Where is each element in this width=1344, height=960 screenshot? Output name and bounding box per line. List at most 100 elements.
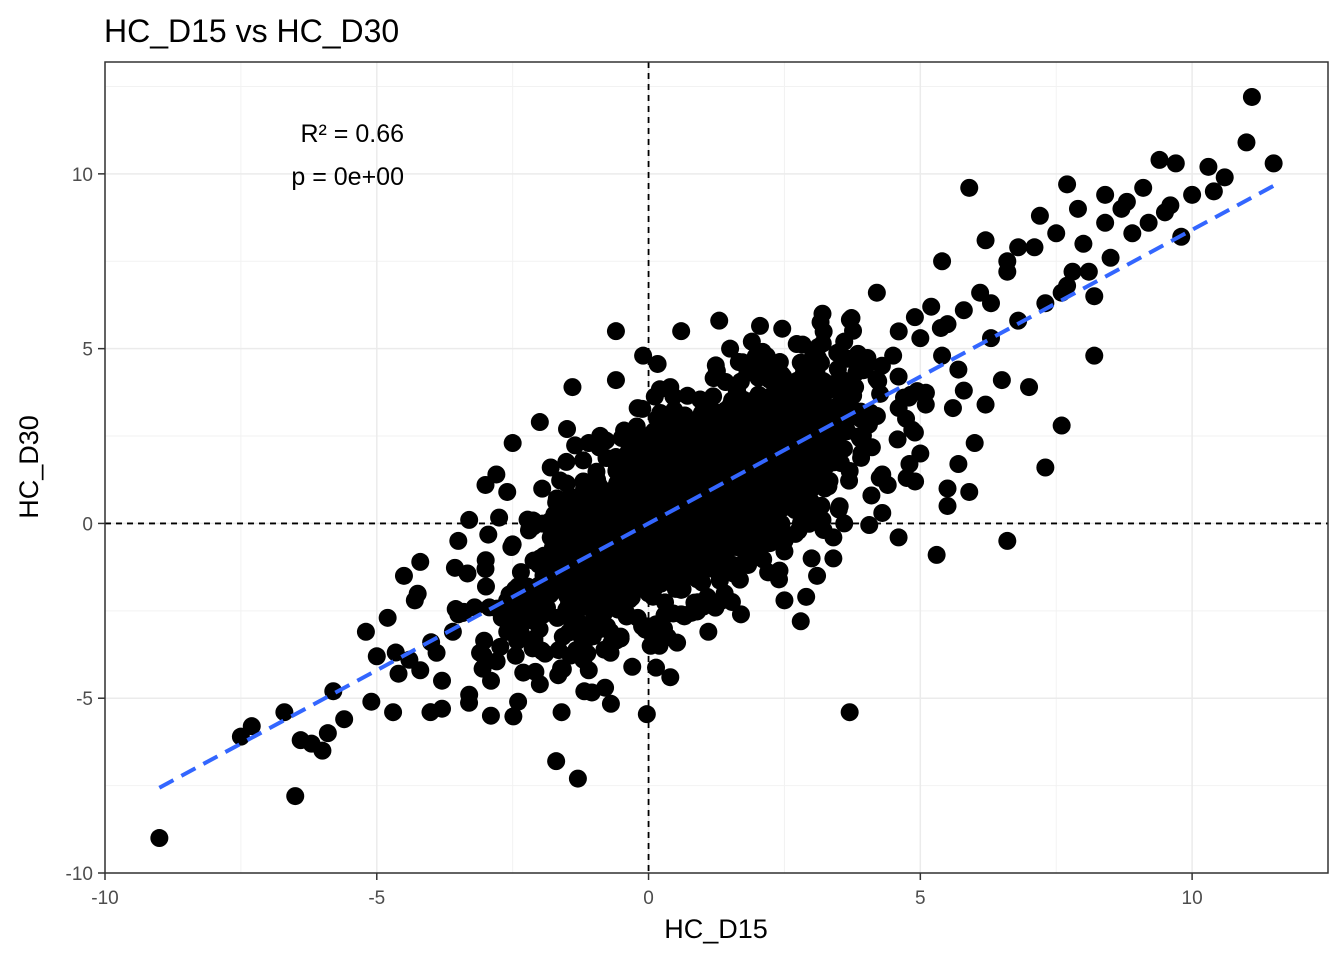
scatter-point — [503, 434, 522, 453]
scatter-point — [324, 682, 343, 701]
scatter-point — [691, 390, 710, 409]
scatter-point — [596, 678, 615, 697]
scatter-point — [568, 570, 587, 589]
data-points — [150, 87, 1283, 848]
scatter-point — [1204, 182, 1223, 201]
scatter-point — [585, 531, 604, 550]
scatter-point — [606, 448, 625, 467]
scatter-point — [824, 549, 843, 568]
scatter-point — [998, 252, 1017, 271]
scatter-point — [927, 545, 946, 564]
scatter-point — [655, 423, 674, 442]
scatter-point — [574, 650, 593, 669]
scatter-point — [574, 451, 593, 470]
scatter-point — [503, 535, 522, 554]
scatter-point — [797, 507, 816, 526]
scatter-point — [612, 577, 631, 596]
scatter-point — [571, 527, 590, 546]
scatter-point — [683, 465, 702, 484]
scatter-point — [884, 346, 903, 365]
scatter-point — [552, 703, 571, 722]
x-tick-label: 0 — [643, 888, 654, 909]
scatter-point — [753, 357, 772, 376]
scatter-point — [541, 528, 560, 547]
scatter-point — [601, 622, 620, 641]
scatter-point — [530, 675, 549, 694]
scatter-point — [482, 671, 501, 690]
scatter-point — [767, 384, 786, 403]
y-tick-label: 5 — [82, 340, 93, 361]
scatter-point — [698, 451, 717, 470]
scatter-point — [742, 332, 761, 351]
scatter-point — [643, 521, 662, 540]
scatter-point — [644, 556, 663, 575]
scatter-point — [574, 486, 593, 505]
scatter-point — [938, 315, 957, 334]
scatter-point — [519, 601, 538, 620]
scatter-point — [661, 668, 680, 687]
scatter-point — [1020, 378, 1039, 397]
scatter-point — [1085, 287, 1104, 306]
scatter-point — [960, 482, 979, 501]
scatter-point — [623, 657, 642, 676]
scatter-point — [1058, 276, 1077, 295]
scatter-point — [681, 449, 700, 468]
scatter-point — [1199, 157, 1218, 176]
x-tick-label: -10 — [91, 888, 118, 909]
scatter-point — [541, 458, 560, 477]
scatter-point — [873, 503, 892, 522]
scatter-point — [460, 510, 479, 529]
scatter-point — [650, 486, 669, 505]
scatter-point — [688, 430, 707, 449]
reference-lines — [105, 62, 1328, 873]
scatter-point — [622, 557, 641, 576]
scatter-point — [661, 378, 680, 397]
scatter-point — [682, 480, 701, 499]
scatter-point — [433, 671, 452, 690]
scatter-point — [813, 334, 832, 353]
scatter-point — [773, 319, 792, 338]
scatter-point — [753, 395, 772, 414]
scatter-point — [574, 472, 593, 491]
scatter-point — [557, 452, 576, 471]
scatter-point — [606, 322, 625, 341]
scatter-point — [433, 699, 452, 718]
scatter-point — [960, 178, 979, 197]
x-tick-label: 5 — [915, 888, 926, 909]
scatter-point — [624, 452, 643, 471]
scatter-point — [954, 381, 973, 400]
scatter-point — [411, 552, 430, 571]
chart-title: HC_D15 vs HC_D30 — [104, 13, 399, 49]
scatter-point — [716, 372, 735, 391]
scatter-point — [840, 310, 859, 329]
scatter-point — [1134, 178, 1153, 197]
scatter-point — [1101, 248, 1120, 267]
scatter-point — [888, 430, 907, 449]
scatter-point — [710, 568, 729, 587]
scatter-point — [356, 622, 375, 641]
scatter-point — [638, 540, 657, 559]
scatter-point — [1058, 175, 1077, 194]
scatter-point — [672, 322, 691, 341]
scatter-point — [291, 731, 310, 750]
scatter-point — [533, 479, 552, 498]
scatter-point — [737, 549, 756, 568]
fit-line-group — [158, 183, 1275, 790]
scatter-point — [1139, 213, 1158, 232]
x-axis-ticks: -10 -5 0 5 10 — [91, 873, 1203, 909]
scatter-point — [791, 612, 810, 631]
scatter-point — [906, 472, 925, 491]
scatter-point — [471, 643, 490, 662]
scatter-point — [655, 451, 674, 470]
scatter-point — [639, 584, 658, 603]
scatter-point — [949, 360, 968, 379]
scatter-point — [587, 462, 606, 481]
scatter-point — [829, 396, 848, 415]
scatter-point — [905, 423, 924, 442]
scatter-point — [726, 388, 745, 407]
scatter-point — [992, 371, 1011, 390]
scatter-point — [1183, 185, 1202, 204]
scatter-point — [506, 646, 525, 665]
scatter-point — [808, 566, 827, 585]
scatter-point — [558, 514, 577, 533]
